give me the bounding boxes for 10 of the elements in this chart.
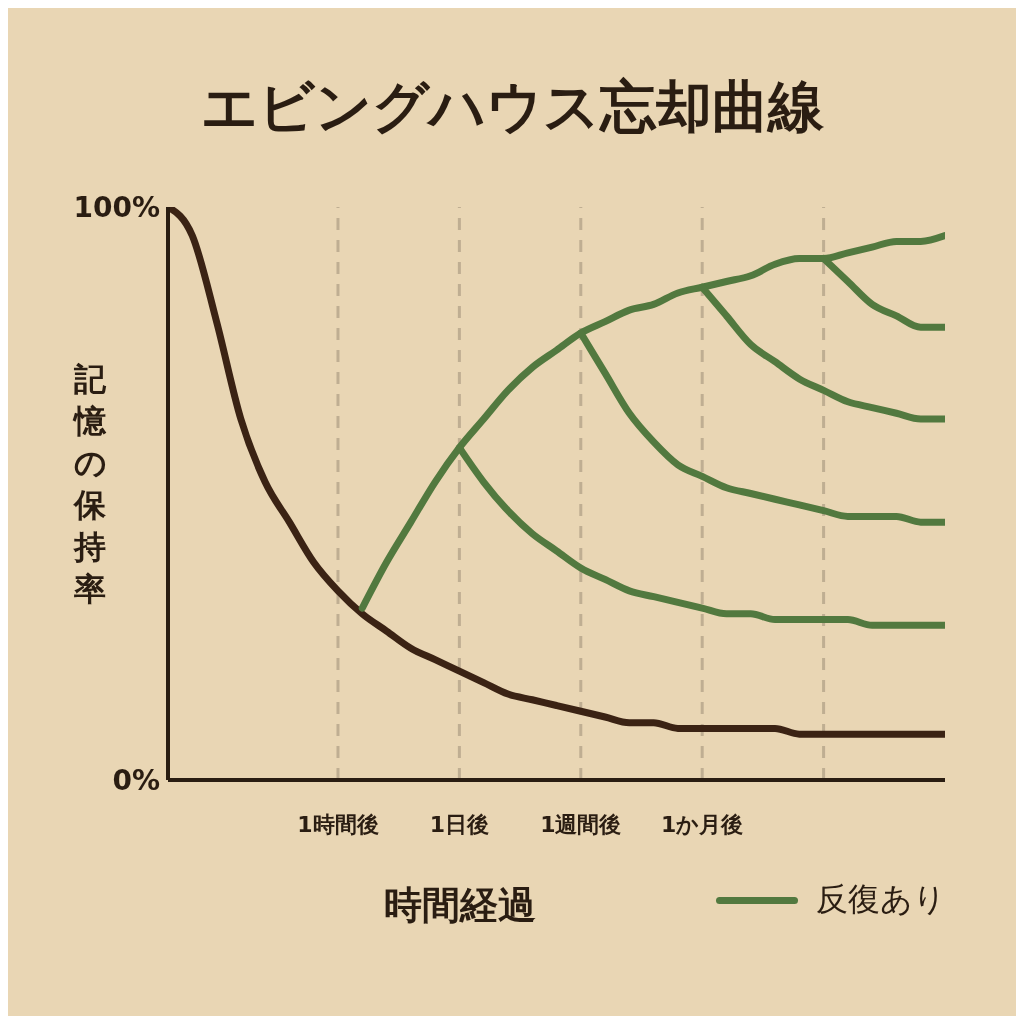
y-tick-label: 0% — [112, 763, 160, 797]
chart-title: エビングハウス忘却曲線 — [199, 73, 825, 141]
legend-label: 反復あり — [816, 879, 946, 920]
x-tick-label: 1か月後 — [661, 811, 744, 837]
x-tick-label: 1日後 — [429, 811, 490, 837]
x-tick-label: 1時間後 — [297, 811, 379, 837]
x-tick-label: 1週間後 — [540, 811, 622, 837]
x-axis-title: 時間経過 — [384, 882, 536, 929]
y-axis-title: 記憶の保持率 — [72, 359, 108, 610]
y-tick-label: 100% — [73, 190, 160, 224]
